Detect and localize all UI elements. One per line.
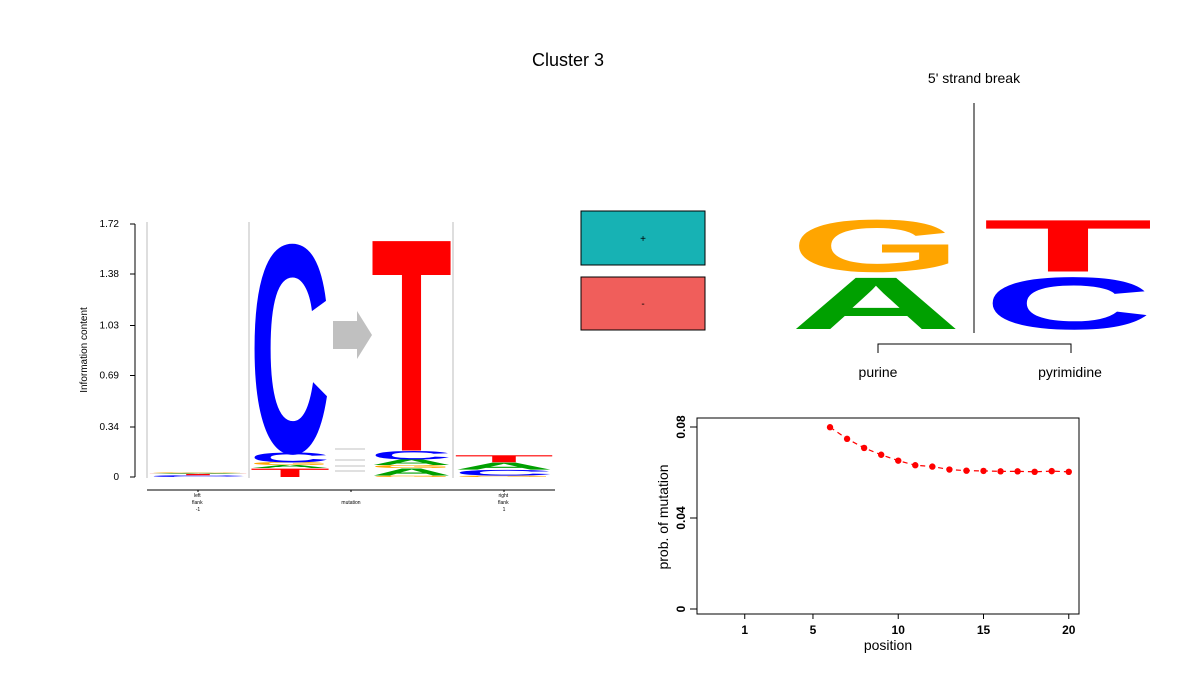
- logo-letter-t: T: [250, 466, 330, 480]
- logo-letter-c: C: [454, 468, 554, 477]
- logo-y-ticks: 0 0.34 0.69 1.03 1.38 1.72: [100, 219, 135, 483]
- mutation-label: mutation: [341, 500, 360, 506]
- minus-strand-box: [580, 276, 706, 331]
- plus-strand-label: +: [640, 234, 646, 245]
- logo-letter-g: G: [148, 472, 248, 473]
- logo-letter-c: C: [983, 262, 1153, 345]
- mutation-prob-point: [929, 463, 936, 470]
- mutation-prob-point: [1014, 468, 1021, 475]
- mutation-prob-point: [843, 435, 851, 443]
- logo-letter-c: C: [250, 449, 330, 465]
- logo-y-tick-label: 1.38: [100, 269, 120, 280]
- logo-letter-t: T: [148, 473, 248, 475]
- logo-letter-g: G: [454, 475, 554, 477]
- logo-letter-a: A: [371, 458, 452, 467]
- group-bracket: [877, 343, 1072, 353]
- plot-frame: [696, 417, 1080, 615]
- plot-y-tick-label: 0.04: [674, 506, 688, 530]
- mutation-prob-point: [877, 451, 885, 458]
- figure-title: Cluster 3: [532, 50, 604, 70]
- logo-y-tick-label: 0: [113, 472, 119, 483]
- mutation-prob-points: [826, 424, 1072, 476]
- purine-label: purine: [859, 364, 898, 380]
- mutation-prob-point: [860, 444, 868, 452]
- small-transition-arrows: [335, 448, 365, 472]
- logo-y-tick-label: 1.03: [100, 320, 120, 331]
- mutation-prob-point: [1065, 468, 1072, 476]
- plot-x-tick-label: 10: [892, 623, 906, 637]
- logo-y-tick-label: 0.69: [100, 371, 120, 382]
- mutation-prob-point: [826, 424, 834, 431]
- logo-grid: [146, 222, 454, 478]
- mutation-prob-point: [980, 467, 987, 475]
- logo-y-tick-label: 0.34: [100, 422, 120, 433]
- pyrimidine-label: pyrimidine: [1038, 364, 1102, 380]
- logo-letter-t: T: [983, 205, 1153, 288]
- strand-break-title: 5' strand break: [928, 70, 1021, 86]
- logo-letter-a: A: [454, 460, 554, 471]
- plot-x-ticks: 1 5 10 15 20: [741, 614, 1076, 637]
- logo-letter-t: T: [454, 453, 554, 464]
- right-flank-label: right flank 1: [498, 493, 510, 513]
- mutation-prob-point: [997, 468, 1004, 475]
- mutation-prob-point: [963, 467, 970, 474]
- logo-letter-c: C: [371, 448, 452, 462]
- logo-letter-g: G: [371, 464, 452, 469]
- mutation-prob-point: [895, 457, 902, 464]
- mutation-prob-point: [946, 466, 953, 473]
- plot-y-axis-label: prob. of mutation: [655, 464, 671, 569]
- minus-strand-label: -: [641, 299, 644, 310]
- strand-legend: + -: [580, 210, 706, 331]
- logo-letter-a: A: [790, 262, 962, 345]
- logo-letter-g: G: [371, 475, 452, 477]
- logo-letter-a: A: [148, 473, 248, 474]
- logo-letter-g: G: [790, 204, 962, 287]
- mutation-prob-point: [912, 462, 919, 469]
- plot-y-ticks: 0 0.04 0.08: [674, 415, 697, 612]
- logo-letter-a: A: [371, 466, 452, 477]
- logo-y-axis-label: Information content: [79, 307, 90, 393]
- mutation-arrow-icon: [333, 311, 372, 359]
- logo-letter-c: C: [148, 475, 248, 478]
- left-flank-label: left flank -1: [192, 493, 204, 513]
- logo-letter-c: C: [250, 182, 330, 516]
- logo-letter-a: A: [250, 464, 330, 469]
- mutation-prob-point: [1031, 468, 1038, 476]
- plot-x-tick-label: 5: [810, 623, 817, 637]
- plot-x-tick-label: 1: [741, 623, 748, 637]
- plot-x-tick-label: 20: [1062, 623, 1076, 637]
- position-plot: 00.040.08 1 5 10 15 20 position prob. of mut…: [655, 415, 1080, 653]
- logo-letter-g: G: [250, 462, 330, 467]
- logo-letter-t: T: [371, 174, 452, 515]
- plot-x-tick-label: 15: [977, 623, 991, 637]
- plot-x-axis-label: position: [864, 637, 912, 653]
- plus-strand-box: [580, 210, 706, 266]
- plot-y-tick-label: 0: [674, 605, 688, 612]
- logo-y-tick-label: 1.72: [100, 219, 120, 230]
- plot-y-tick-label: 0.08: [674, 415, 688, 439]
- mutation-prob-point: [1048, 467, 1055, 475]
- mutation-logo: 0 0.34 0.69 1.03 1.38 1.72 Information conten…: [79, 174, 555, 516]
